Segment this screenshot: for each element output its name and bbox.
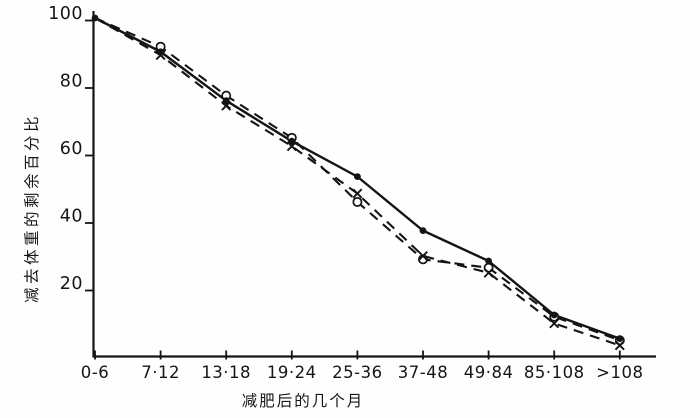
marker-dot bbox=[616, 335, 624, 343]
marker-circle bbox=[352, 196, 363, 207]
y-tick-label: 40 bbox=[60, 207, 83, 227]
y-tick-label: 100 bbox=[48, 4, 83, 24]
marker-x bbox=[614, 340, 625, 351]
x-tick-label: 49·84 bbox=[464, 363, 514, 382]
dashed-x-series-line bbox=[94, 17, 621, 347]
marker-x bbox=[418, 250, 428, 261]
x-tick-label: 37-48 bbox=[398, 363, 448, 382]
marker-x bbox=[221, 100, 232, 111]
marker-x bbox=[483, 267, 494, 278]
marker-dot bbox=[550, 311, 558, 319]
x-tick-label: 13·18 bbox=[201, 363, 251, 382]
marker-dot bbox=[485, 257, 492, 265]
x-tick-label: 7·12 bbox=[141, 363, 180, 382]
x-tick-label: 25-36 bbox=[332, 363, 382, 382]
marker-dot bbox=[91, 14, 99, 22]
marker-dot bbox=[222, 97, 230, 105]
x-tick-label: 19·24 bbox=[267, 363, 317, 382]
y-tick-label: 80 bbox=[60, 72, 83, 92]
x-tick-label: 85·108 bbox=[524, 363, 585, 382]
marker-x bbox=[286, 141, 297, 152]
marker-x bbox=[352, 188, 363, 199]
marker-dot bbox=[354, 173, 361, 181]
x-tick-label: 0-6 bbox=[81, 363, 109, 382]
y-tick-label: 60 bbox=[60, 139, 83, 159]
marker-dot bbox=[157, 48, 165, 56]
y-tick-label: 20 bbox=[60, 274, 83, 294]
marker-x bbox=[549, 318, 560, 329]
x-tick-label: >108 bbox=[596, 363, 643, 382]
marker-dot bbox=[419, 227, 427, 235]
marker-dot bbox=[288, 137, 296, 145]
y-axis-label: 减去体重的剩余百分比 bbox=[23, 112, 41, 304]
x-axis-label: 减肥后的几个月 bbox=[241, 392, 365, 410]
